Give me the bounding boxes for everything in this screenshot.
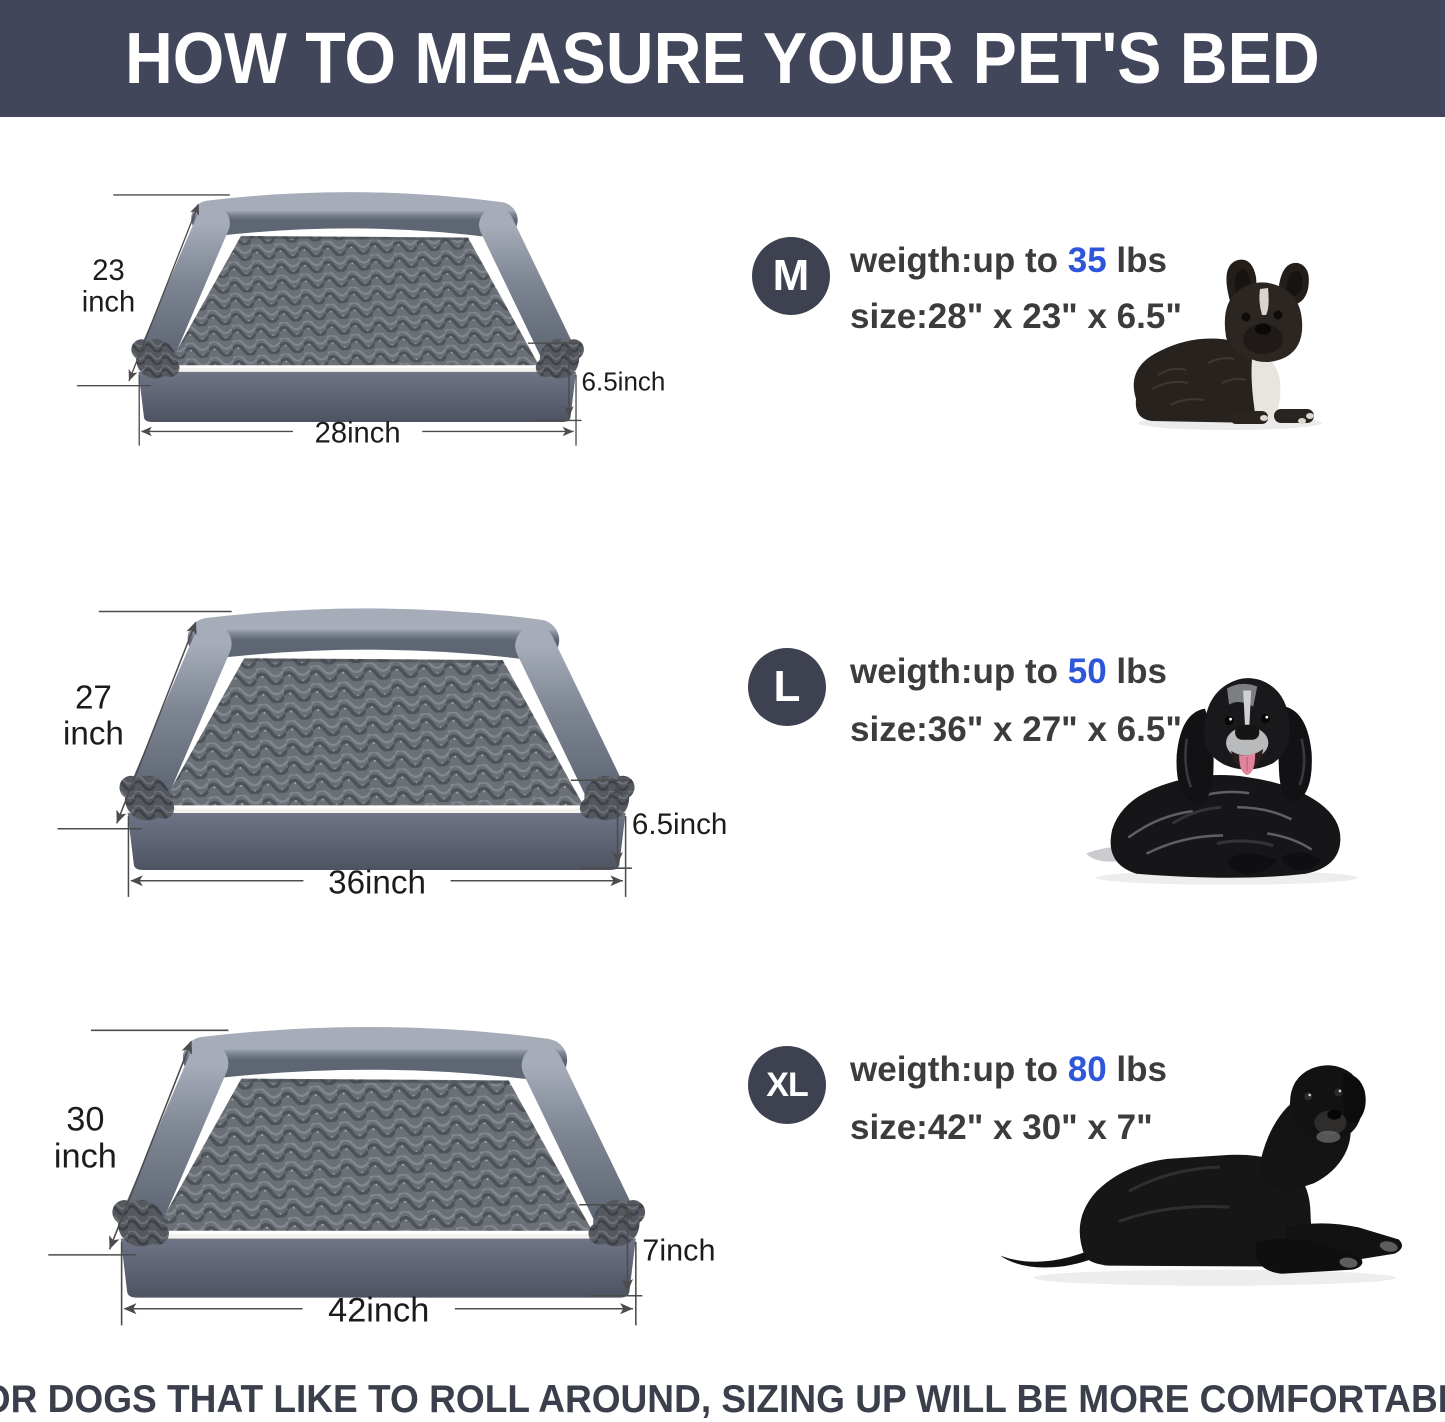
bed-diagram-m: 23 inch 6.5inch 28inch [76, 192, 666, 449]
depth-dimension-label: 23 [92, 255, 124, 287]
french-bulldog-photo [1133, 259, 1322, 430]
depth-dimension-label: 27 [75, 679, 112, 716]
width-dimension-label: 28inch [315, 417, 401, 449]
depth-dimension-label: 30 [66, 1101, 104, 1139]
weight-spec-xl: weigth:up to 80 lbs [850, 1050, 1167, 1089]
black-labrador-photo [1000, 1065, 1403, 1286]
bed-back-bolster [191, 192, 518, 239]
size-badge-l: L [748, 648, 826, 726]
weight-spec-m: weigth:up to 35 lbs [850, 241, 1167, 280]
width-dimension-label: 42inch [328, 1292, 429, 1330]
page-title: HOW TO MEASURE YOUR PET'S BED [125, 18, 1320, 99]
depth-dimension-unit: inch [54, 1138, 117, 1176]
footer-note-bar: FOR DOGS THAT LIKE TO ROLL AROUND, SIZIN… [0, 1378, 1445, 1422]
weight-value: 35 [1067, 241, 1107, 280]
weight-value: 50 [1067, 652, 1107, 691]
bed-back-bolster [182, 1027, 568, 1082]
bed-fur-deck [155, 1078, 593, 1231]
size-spec-m: size:28" x 23" x 6.5" [850, 297, 1182, 336]
size-badge-m: M [752, 237, 830, 315]
size-spec-xl: size:42" x 30" x 7" [850, 1108, 1153, 1147]
bed-fur-deck [161, 658, 584, 806]
size-badge-xl: XL [748, 1046, 826, 1124]
bed-base [138, 371, 577, 422]
bed-right-bolster [479, 207, 577, 374]
cocker-spaniel-photo [1086, 678, 1358, 885]
depth-dimension-unit: inch [82, 287, 136, 319]
height-dimension-label: 7inch [642, 1233, 715, 1267]
bed-diagram-xl: 30 inch 7inch 42inch [48, 1027, 716, 1330]
width-dimension-label: 36inch [328, 864, 426, 901]
height-dimension-label: 6.5inch [632, 808, 727, 841]
bed-base [120, 1238, 636, 1298]
bed-diagram-l: 27 inch 6.5inch 36inch [57, 608, 727, 901]
depth-dimension-unit: inch [63, 715, 124, 752]
header-banner: HOW TO MEASURE YOUR PET'S BED [0, 0, 1445, 117]
height-dimension-label: 6.5inch [582, 366, 666, 396]
bed-fur-deck [168, 235, 539, 366]
bed-right-bolster [515, 625, 627, 815]
size-spec-l: size:36" x 27" x 6.5" [850, 710, 1182, 749]
bed-back-bolster [187, 608, 560, 661]
bed-right-bolster [521, 1045, 637, 1241]
weight-spec-l: weigth:up to 50 lbs [850, 652, 1167, 691]
footer-note: FOR DOGS THAT LIKE TO ROLL AROUND, SIZIN… [0, 1378, 1445, 1421]
weight-value: 80 [1067, 1050, 1107, 1089]
bed-base [127, 812, 626, 870]
